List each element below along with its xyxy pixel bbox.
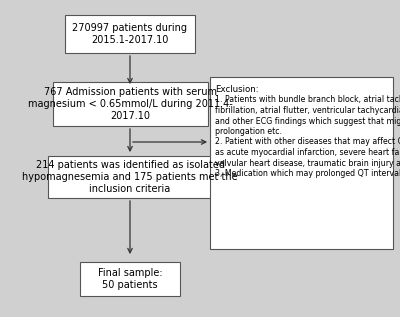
Text: 767 Admission patients with serum
magnesium < 0.65mmol/L during 2011.4-
2017.10: 767 Admission patients with serum magnes… [28, 87, 232, 120]
Text: 2. Patient with other diseases that may affect QT interval such: 2. Patient with other diseases that may … [215, 138, 400, 146]
Text: prolongation etc.: prolongation etc. [215, 127, 282, 136]
Bar [65, 15, 195, 53]
Text: as acute myocardial infarction, severe heart failure,  severe: as acute myocardial infarction, severe h… [215, 148, 400, 157]
Text: valvular heart disease, traumatic brain injury and stroke: valvular heart disease, traumatic brain … [215, 158, 400, 167]
Text: 214 patients was identified as isolated
hypomagnesemia and 175 patients met the
: 214 patients was identified as isolated … [22, 160, 238, 194]
Text: and other ECG findings which suggest that might cause QT: and other ECG findings which suggest tha… [215, 117, 400, 126]
Bar [48, 156, 212, 198]
Text: 1. Patients with bundle branch block, atrial tachycardia, atrial: 1. Patients with bundle branch block, at… [215, 95, 400, 105]
Text: Exclusion:: Exclusion: [215, 85, 259, 94]
Bar [52, 82, 208, 126]
Bar [80, 262, 180, 296]
Bar [210, 77, 393, 249]
Text: 3, Medication which may prolonged QT interval: 3, Medication which may prolonged QT int… [215, 169, 400, 178]
Text: fibrillation, atrial flutter, ventricular tachycardia/ fibrillation: fibrillation, atrial flutter, ventricula… [215, 106, 400, 115]
Text: 270997 patients during
2015.1-2017.10: 270997 patients during 2015.1-2017.10 [72, 23, 188, 45]
Text: Final sample:
50 patients: Final sample: 50 patients [98, 268, 162, 290]
